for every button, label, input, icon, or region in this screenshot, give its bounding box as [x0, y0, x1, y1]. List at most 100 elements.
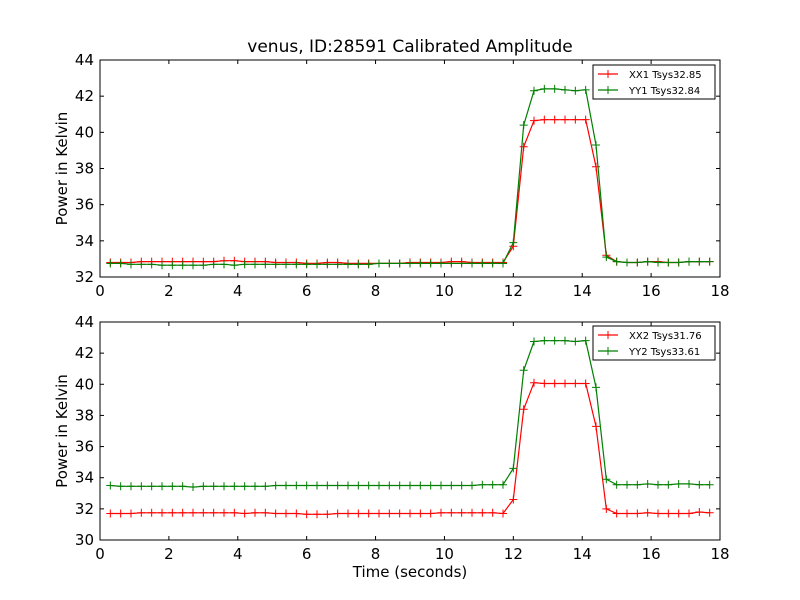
- data-point: [633, 480, 642, 489]
- data-point: [612, 257, 621, 266]
- data-point: [457, 481, 466, 490]
- data-point: [478, 508, 487, 517]
- data-point: [581, 336, 590, 345]
- data-point: [664, 509, 673, 518]
- data-point: [674, 258, 683, 267]
- x-tick-label: 0: [95, 282, 105, 300]
- legend: XX2 Tsys31.76 YY2 Tsys33.61: [592, 325, 716, 361]
- data-point: [147, 260, 156, 269]
- data-point: [540, 115, 549, 124]
- data-point: [664, 480, 673, 489]
- data-point: [199, 508, 208, 517]
- data-point: [468, 481, 476, 490]
- x-tick-label: 6: [302, 282, 312, 300]
- data-point: [612, 480, 621, 489]
- data-point: [519, 121, 528, 130]
- y-tick-label: 44: [75, 51, 94, 69]
- top-panel: 0 2 4 6 8 10 12 14 16 18 32 34 36 38 40 42 44 Power in Ke…: [53, 51, 730, 300]
- data-point: [643, 508, 652, 517]
- x-tick-label: 4: [233, 282, 243, 300]
- data-point: [561, 115, 569, 124]
- data-point: [375, 509, 383, 518]
- data-point: [416, 509, 425, 518]
- x-tick-label: 2: [164, 282, 174, 300]
- data-point: [385, 481, 394, 490]
- y-tick-label: 34: [75, 469, 94, 487]
- x-tick-label: 10: [435, 282, 454, 300]
- data-point: [230, 508, 239, 517]
- data-point: [240, 509, 249, 518]
- data-point: [509, 238, 518, 247]
- y-tick-label: 40: [75, 123, 94, 141]
- data-point: [230, 261, 239, 270]
- data-point: [633, 509, 642, 518]
- data-point: [220, 508, 228, 517]
- data-point: [189, 483, 197, 492]
- data-point: [240, 260, 249, 269]
- data-point: [592, 422, 600, 431]
- data-point: [302, 510, 311, 519]
- data-point: [488, 508, 497, 517]
- data-point: [488, 259, 497, 268]
- data-point: [550, 115, 559, 124]
- data-point: [158, 261, 166, 270]
- data-point: [261, 260, 270, 269]
- data-point: [158, 508, 166, 517]
- data-point: [437, 508, 445, 517]
- data-point: [509, 495, 518, 504]
- data-point: [592, 383, 600, 392]
- data-point: [519, 405, 528, 414]
- data-point: [168, 482, 177, 491]
- data-point: [271, 509, 280, 518]
- data-point: [271, 481, 280, 490]
- data-point: [199, 482, 208, 491]
- data-point: [344, 481, 352, 490]
- x-tick-label: 18: [710, 282, 729, 300]
- data-point: [602, 253, 611, 262]
- data-point: [364, 260, 373, 269]
- data-point: [406, 259, 414, 268]
- data-point: [333, 509, 342, 518]
- data-point: [168, 508, 177, 517]
- x-tick-label: 4: [233, 545, 243, 563]
- data-point: [426, 509, 435, 518]
- data-point: [209, 482, 218, 491]
- y-tick-label: 42: [75, 87, 94, 105]
- y-tick-label: 34: [75, 232, 94, 250]
- data-point: [199, 261, 208, 270]
- data-point: [509, 464, 518, 473]
- data-point: [178, 261, 187, 270]
- data-point: [344, 260, 352, 269]
- data-point: [189, 261, 197, 270]
- data-point: [478, 259, 487, 268]
- data-point: [447, 259, 456, 268]
- data-point: [127, 260, 135, 269]
- data-point: [561, 85, 569, 94]
- y-tick-label: 32: [75, 268, 94, 286]
- x-tick-label: 6: [302, 545, 312, 563]
- data-point: [354, 481, 363, 490]
- data-point: [437, 481, 445, 490]
- data-point: [282, 481, 290, 490]
- y-tick-label: 36: [75, 438, 94, 456]
- data-point: [282, 509, 290, 518]
- data-point: [550, 379, 559, 388]
- data-point: [468, 508, 476, 517]
- data-point: [313, 481, 321, 490]
- data-point: [519, 366, 528, 375]
- x-tick-label: 10: [435, 545, 454, 563]
- data-point: [530, 116, 538, 125]
- data-point: [592, 162, 600, 171]
- data-point: [240, 482, 249, 491]
- data-point: [333, 481, 342, 490]
- data-point: [416, 259, 425, 268]
- data-point: [705, 508, 714, 517]
- data-point: [137, 508, 146, 517]
- legend-marker: [604, 86, 612, 94]
- data-point: [158, 482, 166, 491]
- data-point: [654, 480, 662, 489]
- x-tick-label: 8: [371, 545, 381, 563]
- data-point: [230, 482, 239, 491]
- data-point: [106, 259, 115, 268]
- data-point: [674, 509, 683, 518]
